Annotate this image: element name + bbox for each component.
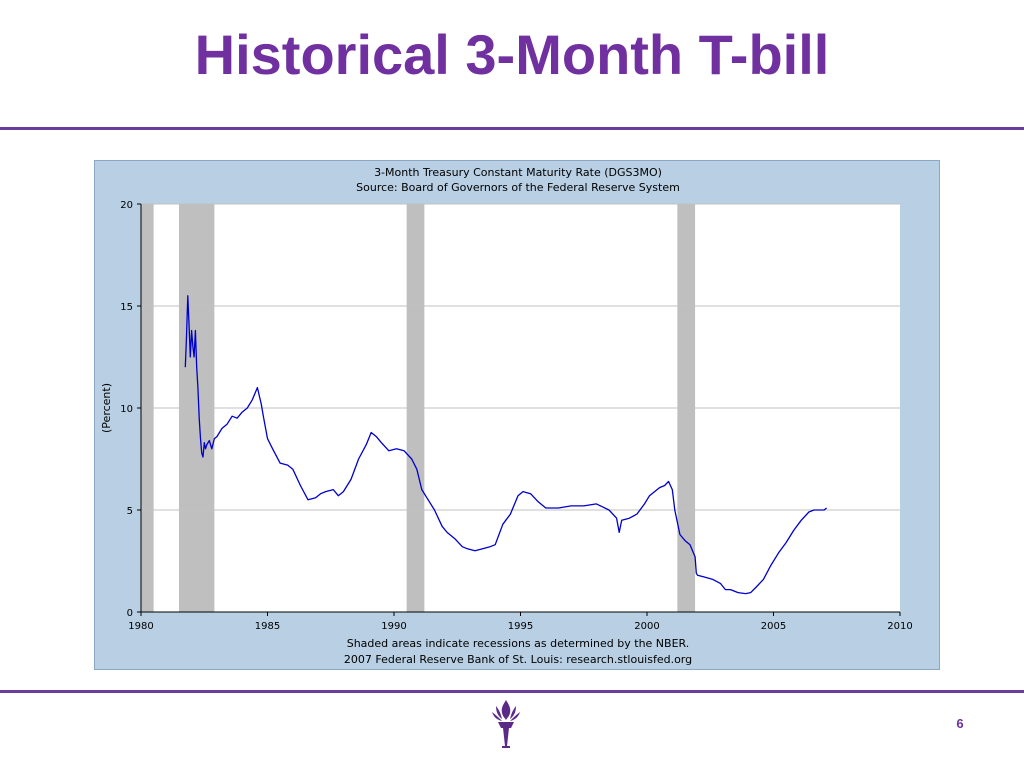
y-tick-label-20: 20 <box>120 200 133 211</box>
x-tick-label-1990: 1990 <box>381 621 406 632</box>
y-tick-label-5: 5 <box>127 506 133 517</box>
torch-icon <box>492 700 520 748</box>
chart-footnote-source: 2007 Federal Reserve Bank of St. Louis: … <box>344 653 692 666</box>
top-divider <box>0 127 1024 130</box>
y-axis-label: (Percent) <box>100 383 113 433</box>
x-tick-label-1995: 1995 <box>508 621 533 632</box>
bottom-divider <box>0 690 1024 693</box>
slide-title: Historical 3-Month T-bill <box>194 23 830 86</box>
series-line-0 <box>184 295 828 595</box>
series-layer <box>184 295 828 595</box>
chart-subtitle: Source: Board of Governors of the Federa… <box>356 181 680 194</box>
x-tick-label-2005: 2005 <box>761 621 786 632</box>
page-number: 6 <box>956 716 964 731</box>
x-tick-label-2000: 2000 <box>634 621 659 632</box>
gridlines <box>141 203 900 511</box>
x-tick-label-1985: 1985 <box>255 621 280 632</box>
x-tick-label-2010: 2010 <box>887 621 912 632</box>
axes: 0 5 10 15 20 1980 1985 1990 1995 2000 2005 2010 <box>120 200 912 632</box>
chart-footnote-recessions: Shaded areas indicate recessions as dete… <box>347 637 690 650</box>
chart-svg: 3-Month Treasury Constant Maturity Rate … <box>100 166 913 666</box>
chart-title: 3-Month Treasury Constant Maturity Rate … <box>374 166 662 179</box>
chart-panel: 3-Month Treasury Constant Maturity Rate … <box>94 160 940 670</box>
y-tick-label-0: 0 <box>127 608 133 619</box>
y-tick-label-10: 10 <box>120 404 133 415</box>
y-tick-label-15: 15 <box>120 302 133 313</box>
x-tick-label-1980: 1980 <box>128 621 153 632</box>
